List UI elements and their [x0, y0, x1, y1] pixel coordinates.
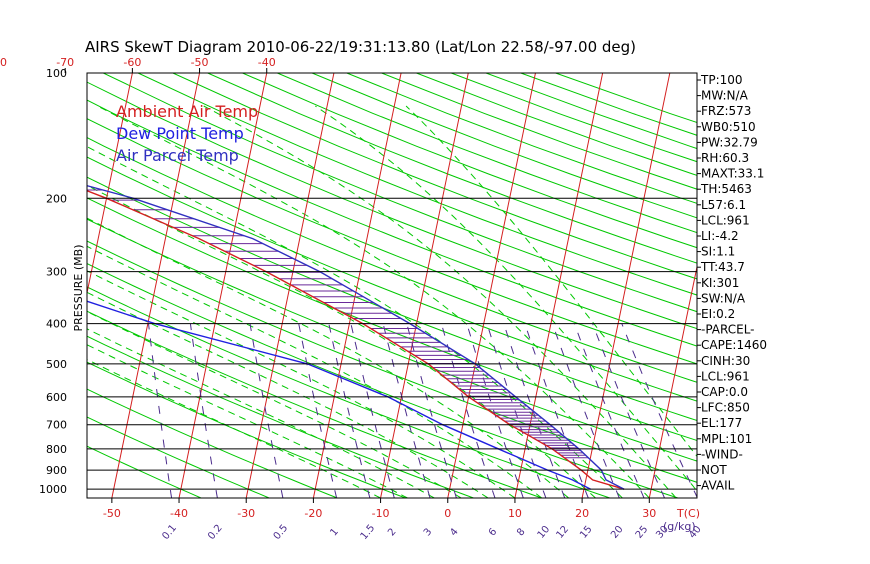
bottom-tick-label: 20	[575, 507, 589, 520]
mixing-ratio-label: 20	[609, 524, 626, 541]
bottom-unit-label: T(C)	[676, 507, 700, 520]
stats-item: CAP:0.0	[701, 385, 748, 399]
stats-item: MAXT:33.1	[701, 167, 764, 181]
dry-adiabat	[0, 73, 678, 498]
mixing-ratio-label: 4	[448, 526, 461, 538]
mixing-ratio-label: 1	[328, 526, 341, 538]
pressure-tick-label: 400	[46, 318, 67, 331]
bottom-tick-label: -30	[237, 507, 255, 520]
mixing-ratio-label: 0.1	[160, 523, 179, 542]
stats-item: FRZ:573	[701, 104, 751, 118]
stats-item: -PARCEL-	[701, 323, 755, 337]
dry-adiabat	[312, 73, 870, 498]
bottom-tick-label: -10	[372, 507, 390, 520]
stats-item: LI:-4.2	[701, 229, 739, 243]
isotherm	[851, 73, 870, 498]
isotherm	[0, 73, 65, 498]
dry-adiabat	[0, 73, 610, 498]
isotherm	[784, 73, 870, 498]
stats-item: TP:100	[700, 73, 743, 87]
pressure-tick-label: 500	[46, 358, 67, 371]
top-tick-label: -80	[0, 56, 7, 69]
stats-item: -WIND-	[701, 447, 743, 461]
top-tick-label: -60	[123, 56, 141, 69]
bottom-tick-label: -20	[304, 507, 322, 520]
mixing-ratio-label: 25	[634, 524, 651, 541]
bottom-tick-label: -40	[170, 507, 188, 520]
pressure-tick-label: 600	[46, 391, 67, 404]
dry-adiabat	[0, 73, 746, 498]
pressure-tick-label: 200	[46, 192, 67, 205]
dry-adiabat	[277, 73, 870, 498]
stats-item: AVAIL	[701, 479, 735, 493]
stats-item: SI:1.1	[701, 245, 735, 259]
stats-item: PW:32.79	[701, 135, 758, 149]
top-tick-label: -70	[56, 56, 74, 69]
bottom-tick-label: -50	[103, 507, 121, 520]
mixing-ratio-label: 6	[487, 526, 500, 538]
mixing-ratio-line	[329, 324, 370, 498]
mixing-ratio-unit-label: (g/kg)	[663, 520, 696, 533]
dry-adiabat	[243, 73, 870, 498]
y-axis-label: PRESSURE (MB)	[72, 245, 85, 332]
pressure-tick-label: 1000	[39, 483, 67, 496]
bottom-tick-label: 30	[642, 507, 656, 520]
mixing-ratio-label: 0.2	[206, 523, 225, 542]
stats-item: MPL:101	[701, 432, 752, 446]
bottom-tick-label: 0	[444, 507, 451, 520]
dry-adiabat	[521, 73, 870, 498]
dry-adiabat	[451, 73, 870, 498]
stats-item: TT:43.7	[700, 260, 745, 274]
moist-adiabat	[204, 106, 677, 498]
dew-point-temp-line	[0, 73, 591, 489]
stats-item: MW:N/A	[701, 89, 749, 103]
pressure-tick-label: 900	[46, 464, 67, 477]
stats-item: CINH:30	[701, 354, 750, 368]
stats-item: WB0:510	[701, 120, 756, 134]
legend-entry: Air Parcel Temp	[116, 146, 239, 165]
chart-title: AIRS SkewT Diagram 2010-06-22/19:31:13.8…	[85, 38, 636, 56]
stats-item: EI:0.2	[701, 307, 735, 321]
mixing-ratio-label: 2	[386, 526, 399, 538]
stats-item: KI:301	[701, 276, 739, 290]
pressure-tick-label: 300	[46, 266, 67, 279]
top-tick-label: -50	[191, 56, 209, 69]
legend-entry: Dew Point Temp	[116, 124, 244, 143]
stats-item: LCL:961	[701, 213, 750, 227]
moist-adiabat	[0, 106, 569, 498]
stats-item: NOT	[701, 463, 727, 477]
mixing-ratio-label: 12	[554, 524, 571, 541]
mixing-ratio-line	[351, 324, 394, 498]
top-tick-label: -40	[258, 56, 276, 69]
mixing-ratio-line	[622, 324, 698, 498]
isotherm	[582, 73, 670, 498]
stats-item: EL:177	[701, 416, 742, 430]
legend-entry: Ambient Air Temp	[116, 102, 258, 121]
mixing-ratio-label: 8	[515, 526, 528, 538]
stats-item: CAPE:1460	[701, 338, 767, 352]
stats-item: L57:6.1	[701, 198, 746, 212]
mixing-ratio-label: 3	[422, 526, 435, 538]
pressure-tick-label: 800	[46, 443, 67, 456]
mixing-ratio-label: 15	[578, 524, 595, 541]
isotherm	[515, 73, 603, 498]
bottom-tick-label: 10	[508, 507, 522, 520]
stats-item: LFC:850	[701, 401, 750, 415]
stats-item: RH:60.3	[701, 151, 749, 165]
stats-item: LCL:961	[701, 369, 750, 383]
mixing-ratio-label: 10	[536, 524, 553, 541]
stats-item: SW:N/A	[701, 291, 746, 305]
mixing-ratio-label: 1.5	[359, 523, 378, 542]
pressure-tick-label: 700	[46, 419, 67, 432]
dry-adiabat	[416, 73, 870, 498]
mixing-ratio-label: 0.5	[272, 523, 291, 542]
stats-item: TH:5463	[700, 182, 752, 196]
